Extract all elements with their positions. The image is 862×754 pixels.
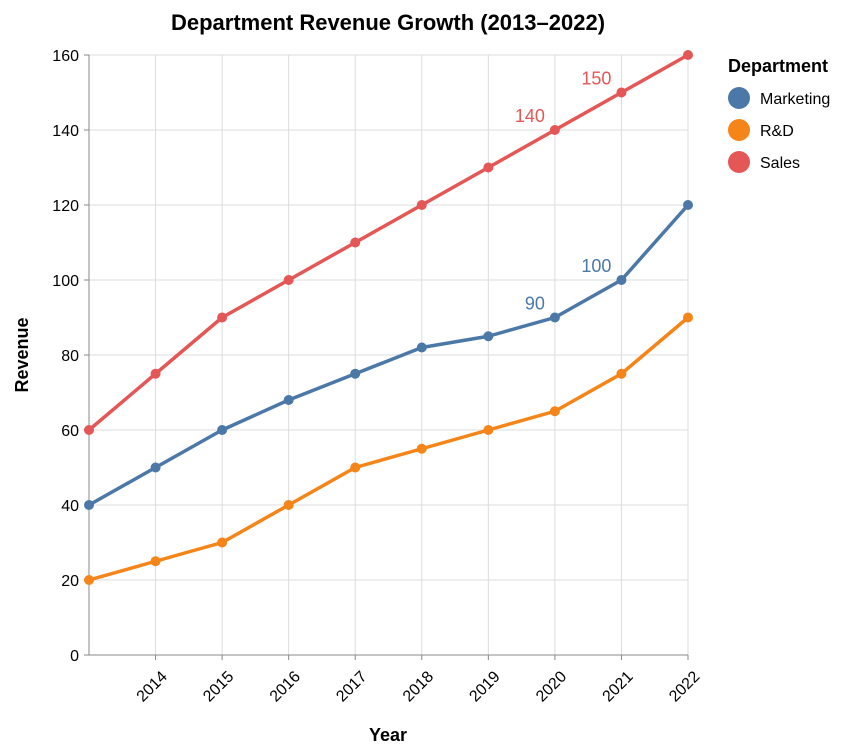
legend-label-sales: Sales — [760, 155, 800, 172]
data-label: 140 — [515, 106, 545, 126]
chart-title: Department Revenue Growth (2013–2022) — [171, 10, 605, 35]
data-point-marketing — [283, 395, 294, 405]
data-point-r-d — [416, 443, 427, 454]
data-label: 150 — [581, 69, 611, 89]
data-point-marketing — [217, 425, 228, 435]
y-tick-label: 100 — [52, 273, 79, 290]
y-tick-label: 80 — [61, 348, 79, 365]
y-tick-label: 140 — [52, 123, 79, 140]
data-point-marketing — [683, 200, 693, 210]
y-tick-label: 120 — [52, 198, 79, 215]
legend-title: Department — [728, 56, 828, 76]
x-tick-label: 2021 — [600, 668, 637, 705]
data-point-marketing — [84, 500, 94, 510]
x-tick-label: 2017 — [333, 668, 370, 705]
legend-items: Marketing R&D Sales — [728, 87, 830, 173]
x-tick-label: 2015 — [200, 668, 237, 705]
data-point-marketing — [350, 368, 361, 379]
data-point-sales — [84, 425, 94, 435]
data-label: 90 — [525, 294, 545, 314]
y-tick-label: 60 — [61, 423, 79, 440]
data-point-sales — [350, 237, 361, 248]
y-tick-label: 0 — [70, 648, 79, 665]
x-axis-title: Year — [369, 725, 407, 745]
series-line-sales — [87, 53, 690, 432]
data-point-sales — [549, 125, 560, 135]
grid — [89, 54, 689, 656]
legend-symbol-marketing — [728, 87, 750, 109]
x-tick-label: 2022 — [666, 668, 703, 705]
data-point-sales — [150, 368, 161, 379]
data-point-r-d — [84, 575, 94, 585]
x-tick-label: 2020 — [533, 668, 570, 705]
data-point-r-d — [283, 500, 294, 510]
series-layer — [84, 50, 693, 585]
data-point-sales — [416, 200, 427, 210]
data-point-r-d — [616, 368, 627, 379]
x-tick-label: 2016 — [267, 668, 304, 705]
legend-symbol-r-d — [728, 119, 750, 141]
data-point-sales — [217, 312, 228, 323]
x-tick-label: 2014 — [134, 668, 171, 705]
legend-label-marketing: Marketing — [760, 91, 830, 108]
data-point-marketing — [416, 342, 427, 353]
data-point-r-d — [683, 312, 693, 323]
x-tick-label: 2018 — [400, 668, 437, 705]
data-point-marketing — [549, 312, 560, 323]
data-label: 100 — [581, 256, 611, 276]
series-line-marketing — [87, 203, 690, 507]
y-tick-label: 20 — [61, 573, 79, 590]
data-point-sales — [683, 50, 693, 60]
x-tick-label: 2019 — [466, 668, 503, 705]
data-labels: 90 100 140 150 — [515, 69, 612, 314]
data-point-sales — [616, 87, 627, 98]
data-point-marketing — [616, 275, 627, 285]
y-tick-label: 160 — [52, 48, 79, 65]
data-point-r-d — [217, 537, 228, 548]
data-point-r-d — [350, 462, 361, 473]
data-point-marketing — [483, 331, 494, 342]
y-tick-label: 40 — [61, 498, 79, 515]
legend-symbol-sales — [728, 151, 750, 173]
legend: Department Marketing R&D Sales — [728, 56, 830, 173]
series-line-r-d — [87, 315, 690, 582]
legend-label-r-d: R&D — [760, 123, 794, 140]
data-point-r-d — [549, 406, 560, 417]
data-point-r-d — [150, 556, 161, 567]
data-point-sales — [483, 162, 494, 173]
y-axis-title: Revenue — [12, 317, 32, 392]
data-point-marketing — [150, 462, 161, 473]
data-point-r-d — [483, 425, 494, 435]
data-point-sales — [283, 275, 294, 285]
